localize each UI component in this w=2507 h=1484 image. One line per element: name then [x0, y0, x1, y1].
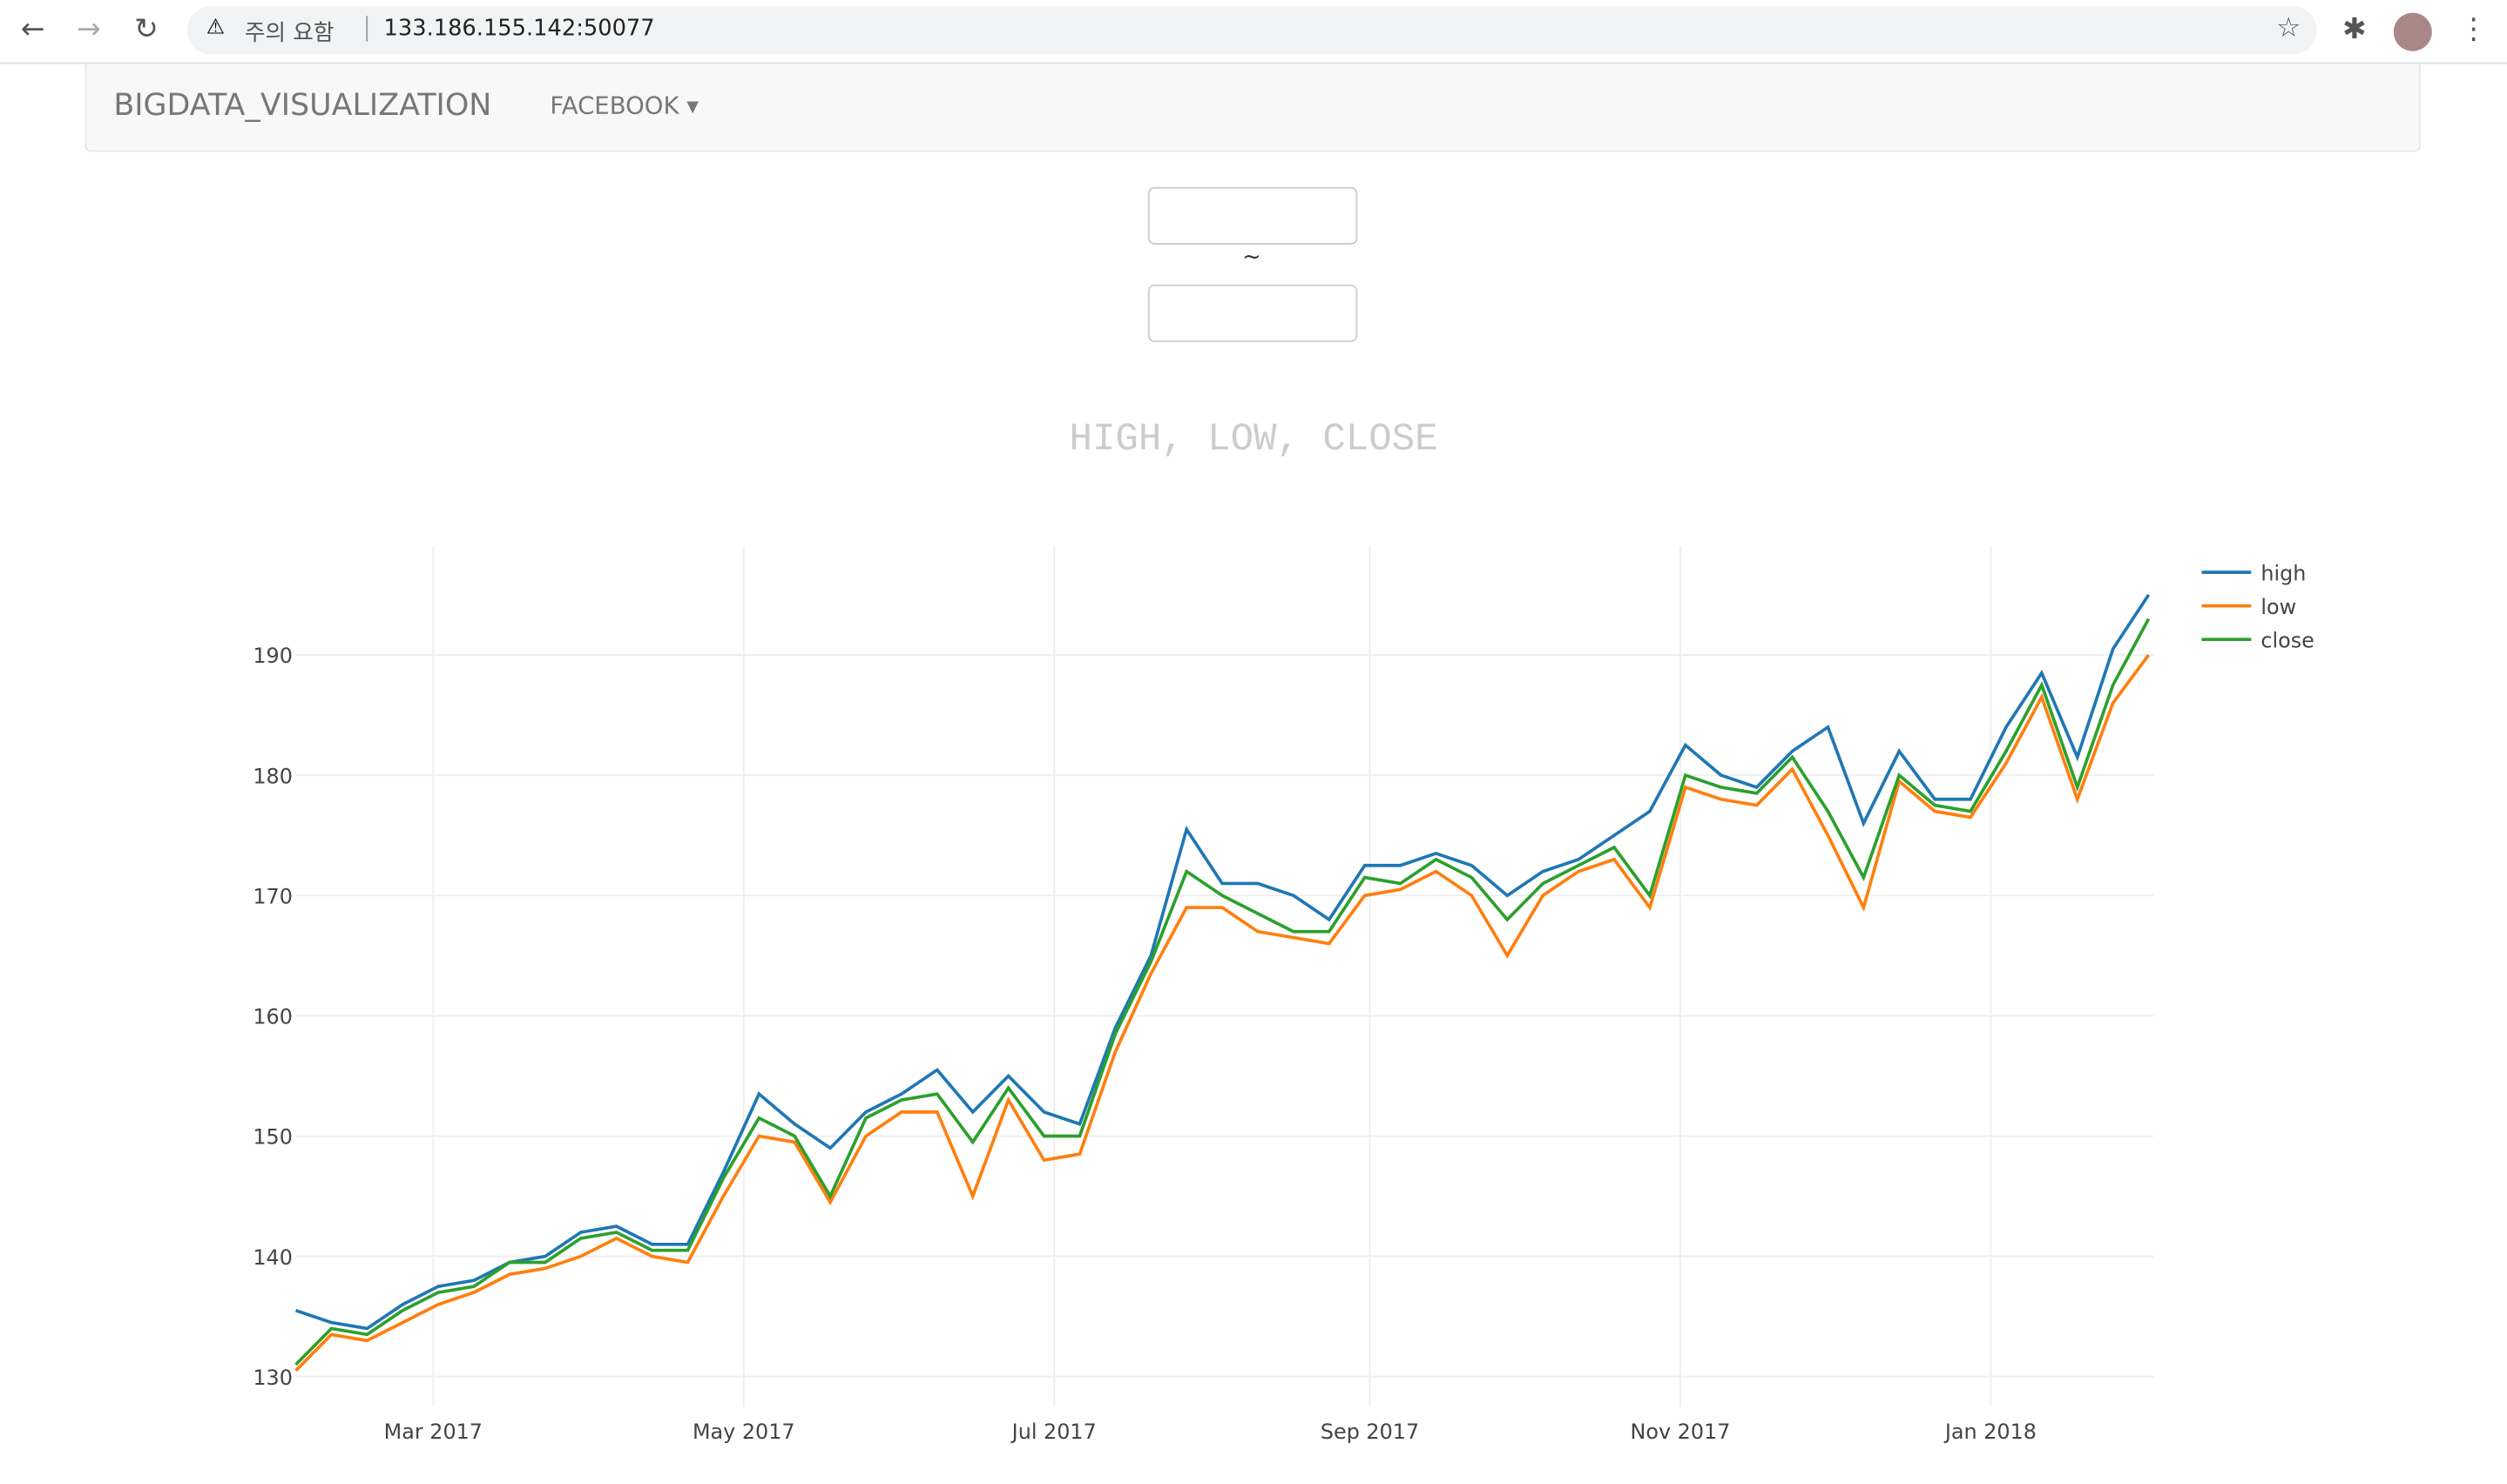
- nav-dropdown-label: FACEBOOK: [550, 91, 679, 120]
- series-line: [294, 617, 2151, 1366]
- y-tick-label: 180: [253, 764, 293, 788]
- series-line: [294, 653, 2151, 1373]
- start-date-input[interactable]: [1147, 186, 1358, 245]
- bookmark-star[interactable]: ☆: [2276, 12, 2301, 45]
- menu-button[interactable]: ⋮: [2458, 12, 2489, 47]
- x-tick-label: Jan 2018: [1943, 1420, 2037, 1444]
- y-tick-label: 190: [253, 644, 293, 668]
- end-date-input[interactable]: [1147, 284, 1358, 342]
- extensions-button[interactable]: ✱: [2342, 12, 2367, 47]
- navbar-brand[interactable]: BIGDATA_VISUALIZATION: [113, 87, 492, 124]
- browser-toolbar: ← → ↻ ⚠ 주의 요함 133.186.155.142:50077 ☆ ✱ …: [0, 0, 2507, 64]
- legend-label: close: [2260, 628, 2314, 652]
- url: 133.186.155.142:50077: [366, 16, 655, 42]
- y-tick-label: 170: [253, 884, 293, 908]
- y-tick-label: 160: [253, 1005, 293, 1029]
- security-warning: 주의 요함: [244, 20, 334, 47]
- x-tick-label: Mar 2017: [384, 1420, 483, 1444]
- x-tick-label: Nov 2017: [1631, 1420, 1731, 1444]
- warning-icon: ⚠: [206, 16, 226, 40]
- series-line: [294, 593, 2151, 1331]
- chart: 130 140 150 160 170 180 190 Mar 2017 May 2017 Jul…: [253, 546, 2314, 1444]
- navbar: BIGDATA_VISUALIZATION FACEBOOK ▾: [84, 64, 2421, 152]
- reload-button[interactable]: ↻: [134, 12, 159, 47]
- address-bar[interactable]: ⚠ 주의 요함 133.186.155.142:50077 ☆: [186, 6, 2317, 55]
- legend-label: low: [2260, 595, 2296, 619]
- x-tick-label: Jul 2017: [1010, 1420, 1097, 1444]
- nav-dropdown[interactable]: FACEBOOK ▾: [550, 91, 699, 120]
- y-tick-label: 130: [253, 1366, 293, 1390]
- y-tick-label: 140: [253, 1245, 293, 1270]
- x-tick-label: May 2017: [693, 1420, 795, 1444]
- chart-title: HIGH, LOW, CLOSE: [1069, 418, 1438, 462]
- legend-label: high: [2260, 561, 2306, 585]
- forward-button[interactable]: →: [77, 12, 101, 47]
- range-separator: ~: [1242, 244, 1261, 271]
- profile-avatar[interactable]: [2393, 12, 2432, 51]
- back-button[interactable]: ←: [20, 12, 45, 47]
- y-tick-label: 150: [253, 1125, 293, 1150]
- x-tick-label: Sep 2017: [1321, 1420, 1419, 1444]
